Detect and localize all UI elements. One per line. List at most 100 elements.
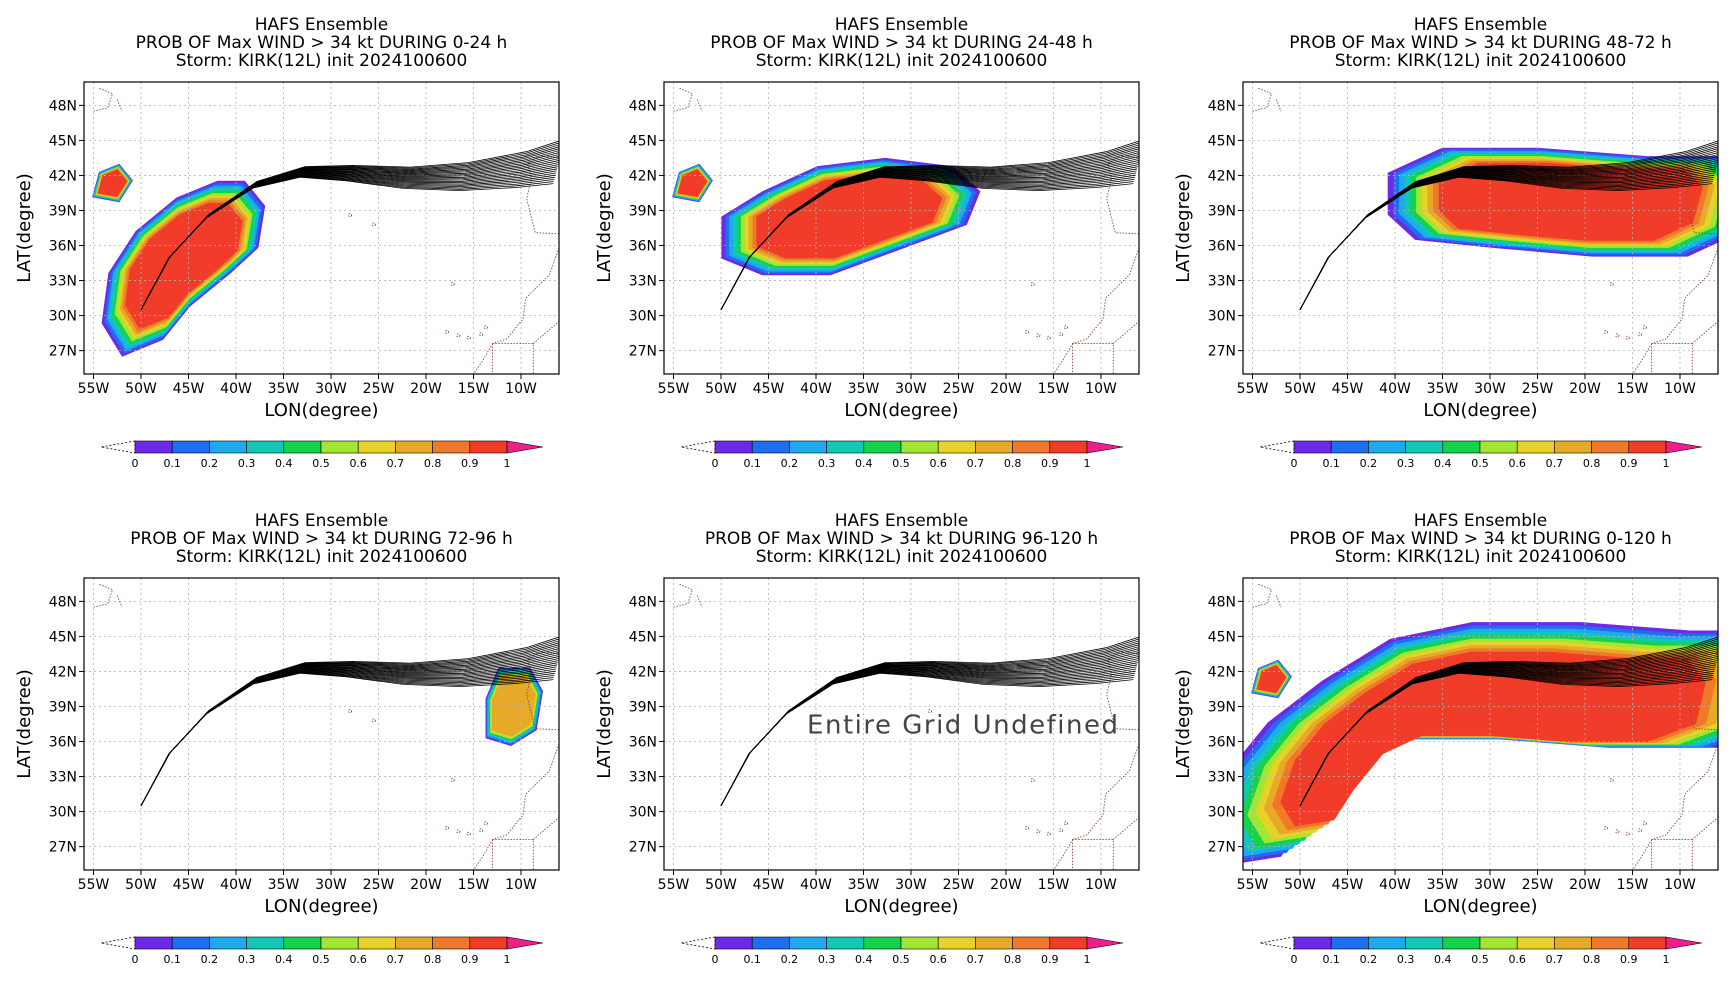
x-tick-label: 30W [1474,877,1506,893]
colorbar: 0 0.1 0.2 0.3 0.4 0.5 0.6 0.7 0.8 0.9 1 [100,440,544,470]
island-marker [1063,325,1068,330]
colorbar-segment [209,440,247,454]
coastline [1252,87,1273,112]
island-marker [1625,335,1630,340]
y-axis-label: LAT(degree) [14,669,35,778]
ensemble-tracks [1299,140,1718,310]
y-axis-label: LAT(degree) [594,669,615,778]
y-tick-label: 45N [629,133,657,149]
x-tick-label: 25W [1522,381,1554,397]
island-marker [1642,821,1647,826]
y-tick-label: 39N [1208,699,1236,715]
colorbar: 0 0.1 0.2 0.3 0.4 0.5 0.6 0.7 0.8 0.9 1 [680,936,1124,966]
colorbar: 0 0.1 0.2 0.3 0.4 0.5 0.6 0.7 0.8 0.9 1 [1259,936,1703,966]
coastline-group [673,87,1139,374]
colorbar-segment [863,936,902,950]
colorbar: 0 0.1 0.2 0.3 0.4 0.5 0.6 0.7 0.8 0.9 1 [680,440,1124,470]
colorbar-segment [469,440,508,454]
colorbar-segment [1049,440,1088,454]
x-tick-label: 15W [1617,381,1649,397]
colorbar-segment [863,440,902,454]
island-marker [1615,333,1620,338]
island-marker [951,222,956,227]
colorbar-label: 0.8 [1004,953,1022,966]
coastline [1685,651,1718,731]
island-marker [1615,829,1620,834]
panel-subtitle: PROB OF Max WIND > 34 kt DURING 96-120 h [705,529,1098,549]
x-axis-label: LON(degree) [844,896,958,917]
x-tick-label: 10W [1664,381,1696,397]
y-tick-label: 42N [629,168,657,184]
x-tick-label: 10W [1085,877,1117,893]
plot-area [664,578,1139,870]
x-tick-label: 55W [78,877,110,893]
panel-title: HAFS Ensemble [255,511,388,531]
x-tick-label: 50W [705,381,737,397]
colorbar-segment [171,936,210,950]
colorbar-segment [1591,936,1630,950]
coastline [93,583,114,608]
x-tick-label: 55W [78,381,110,397]
x-tick-label: 55W [658,877,690,893]
colorbar-label: 0.1 [1322,953,1340,966]
colorbar-label: 0 [132,457,139,470]
y-tick-label: 36N [629,735,657,751]
x-tick-label: 15W [1617,877,1649,893]
y-tick-label: 45N [49,629,77,645]
y-tick-label: 39N [49,699,77,715]
y-tick-label: 33N [1208,274,1236,290]
island-marker [1642,325,1647,330]
island-marker [466,831,471,836]
island-marker [1036,829,1041,834]
colorbar-segment [320,440,359,454]
panel-storm-label: Storm: KIRK(12L) init 2024100600 [756,547,1048,567]
island-marker [450,282,455,287]
panel-subtitle: PROB OF Max WIND > 34 kt DURING 24-48 h [710,33,1092,53]
colorbar-segment [1012,440,1051,454]
colorbar-label: 0.4 [1434,953,1452,966]
colorbar-label: 0.5 [892,457,910,470]
colorbar-label: 0.8 [1583,953,1601,966]
island-marker [1046,335,1051,340]
island-marker [1638,828,1643,833]
y-tick-label: 42N [49,664,77,680]
colorbar-label: 0.5 [312,953,330,966]
y-tick-label: 42N [629,664,657,680]
coastline [1053,247,1139,374]
border-line [1692,321,1718,344]
colorbar-segment [1405,936,1444,950]
coastline [526,651,559,731]
coastline-group [1252,87,1718,374]
colorbar-label: 1 [1084,457,1091,470]
colorbar-segment [1554,936,1592,950]
y-tick-label: 48N [629,594,657,610]
island-marker [456,333,461,338]
coastline [1685,155,1718,235]
colorbar-segment [1368,936,1406,950]
x-tick-label: 45W [1332,381,1364,397]
y-tick-label: 33N [1208,770,1236,786]
colorbar-label: 0.8 [1004,457,1022,470]
x-tick-label: 35W [1427,877,1459,893]
y-tick-label: 27N [49,840,77,856]
colorbar-label: 0.3 [238,953,256,966]
border-line [492,839,534,870]
border-line [1651,839,1693,870]
y-tick-label: 48N [49,98,77,114]
colorbar-label: 1 [504,457,511,470]
colorbar-label: 0.6 [929,953,947,966]
island-marker [1638,332,1643,337]
plot-frame [1242,81,1719,375]
island-marker [1609,282,1614,287]
x-tick-label: 40W [800,877,832,893]
x-tick-label: 45W [173,381,205,397]
colorbar-label: 0.7 [387,953,405,966]
ensemble-track [720,636,1139,806]
colorbar-segment [1516,440,1555,454]
colorbar-label: 0 [1291,953,1298,966]
colorbar-under-triangle [680,440,716,454]
colorbar-label: 0.8 [424,953,442,966]
